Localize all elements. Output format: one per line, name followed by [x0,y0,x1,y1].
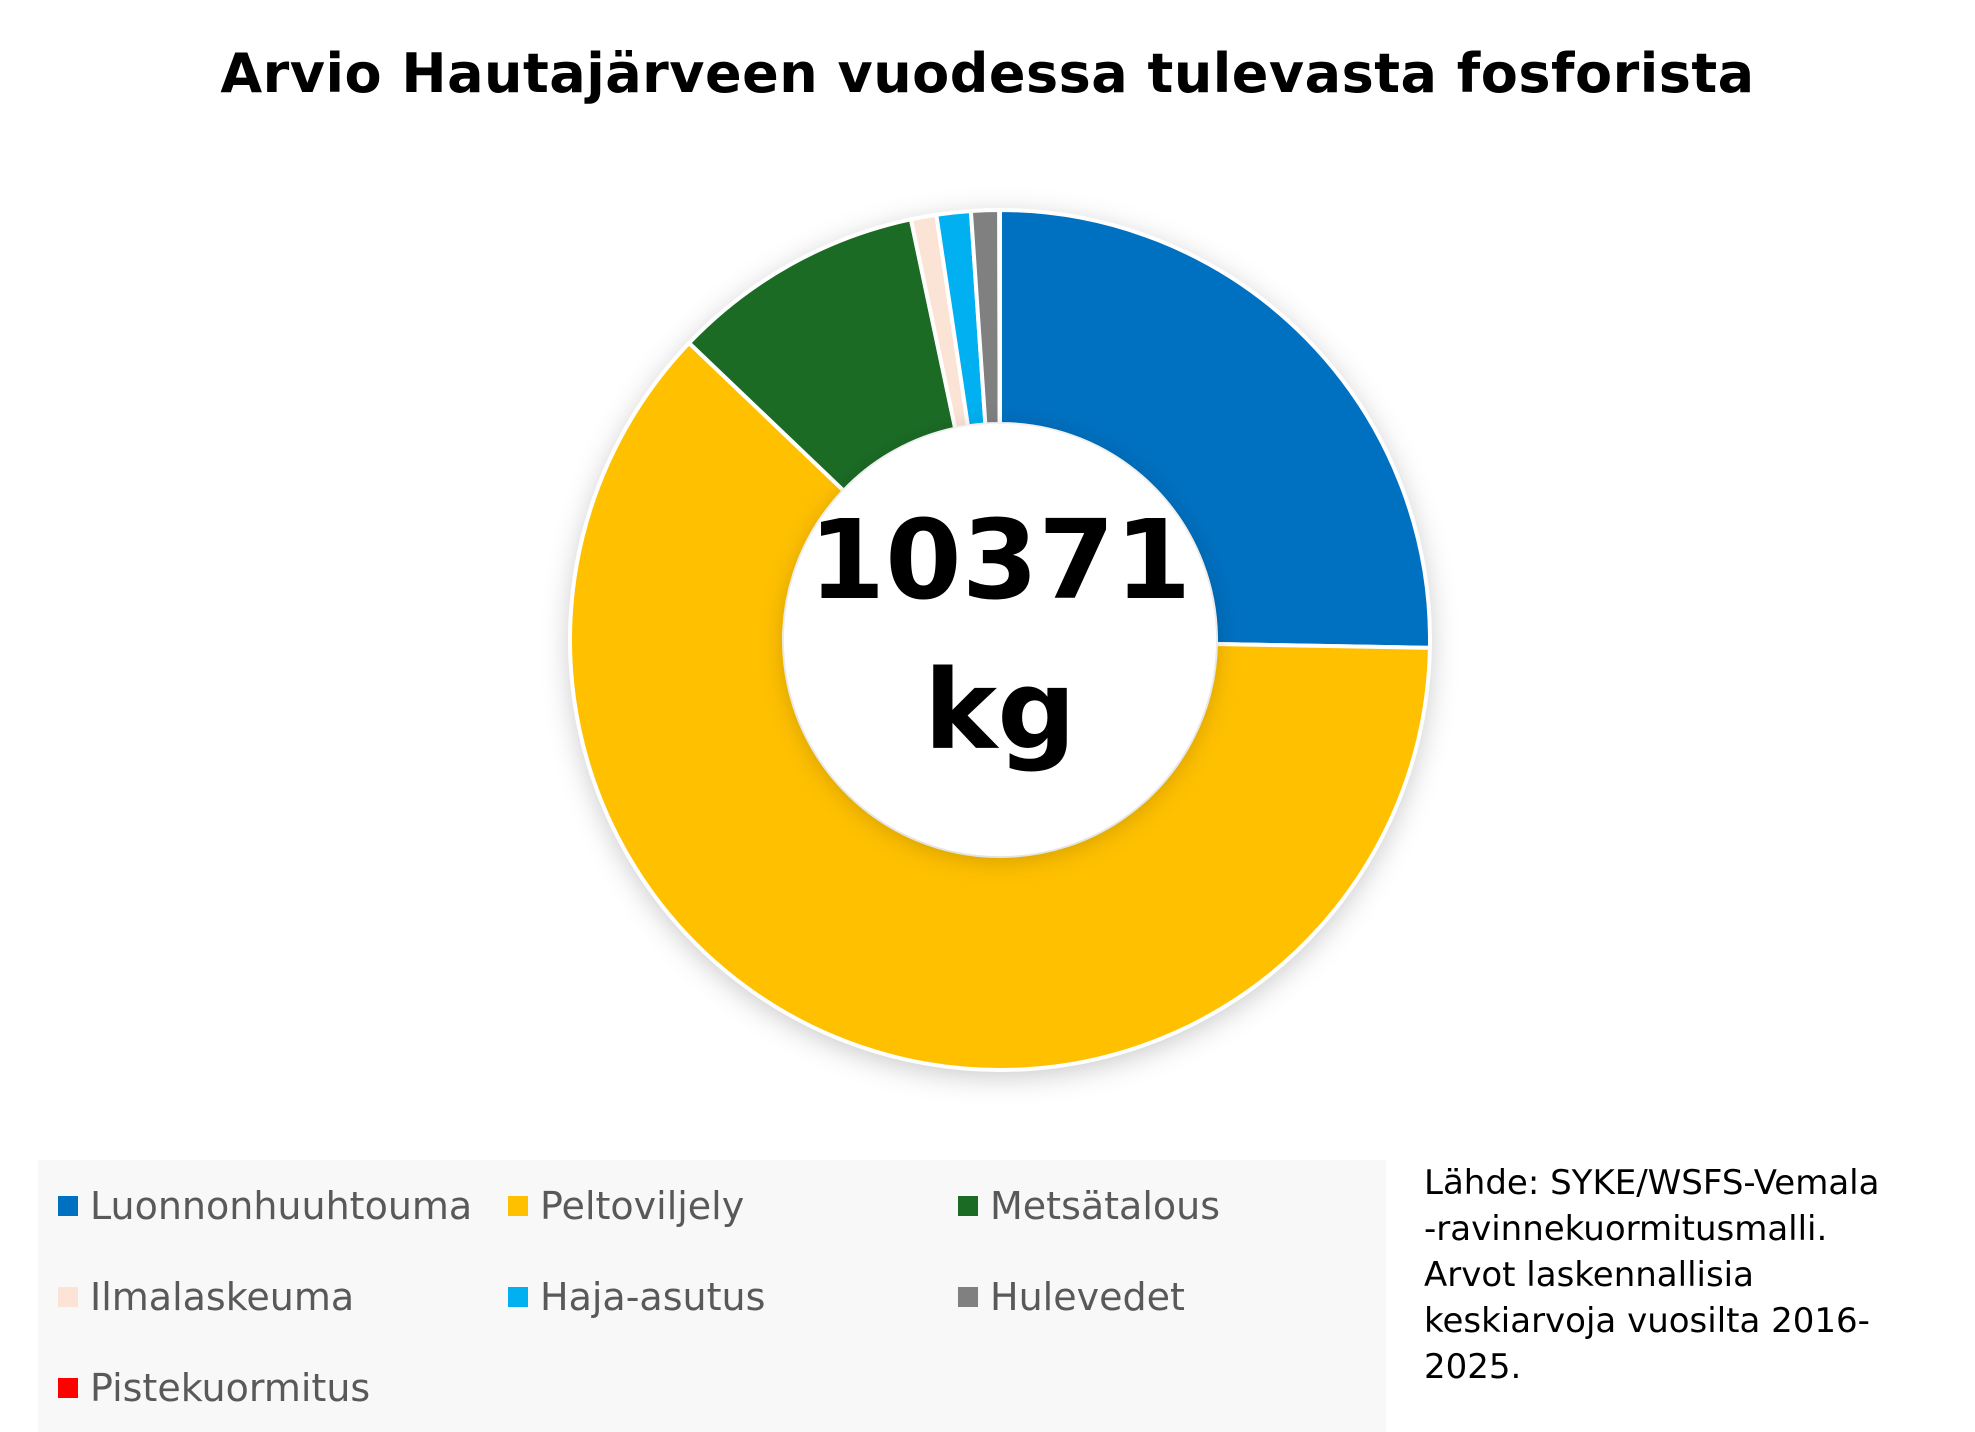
legend-item-peltoviljely: Peltoviljely [508,1180,744,1232]
legend-item-metsatalous: Metsätalous [958,1180,1220,1232]
source-note-line: 2025. [1424,1347,1522,1387]
legend-label-peltoviljely: Peltoviljely [540,1184,745,1228]
legend-item-haja-asutus: Haja-asutus [508,1271,765,1323]
legend-swatch-ilmalaskeuma [58,1287,78,1307]
legend-item-hulevedet: Hulevedet [958,1271,1185,1323]
source-note-line: -ravinnekuormitusmalli. [1424,1209,1828,1249]
legend-item-ilmalaskeuma: Ilmalaskeuma [58,1271,354,1323]
legend-swatch-haja-asutus [508,1287,528,1307]
legend-label-luonnonhuuhtouma: Luonnonhuuhtouma [90,1184,473,1228]
legend-item-pistekuormitus: Pistekuormitus [58,1362,370,1414]
source-note-line: Arvot laskennallisia [1424,1255,1754,1295]
center-total-unit: kg [924,646,1076,774]
legend-label-hulevedet: Hulevedet [990,1275,1185,1319]
donut-slices [568,208,1432,1072]
legend-item-luonnonhuuhtouma: Luonnonhuuhtouma [58,1180,472,1232]
legend-label-ilmalaskeuma: Ilmalaskeuma [90,1275,355,1319]
center-total-value: 10371 [808,496,1192,624]
legend-label-haja-asutus: Haja-asutus [540,1275,766,1319]
legend-swatch-peltoviljely [508,1196,528,1216]
chart-title: Arvio Hautajärveen vuodessa tulevasta fo… [220,42,1755,105]
donut-slice-pistekuormitus [997,208,1002,426]
legend-swatch-metsatalous [958,1196,978,1216]
legend: Luonnonhuuhtouma Peltoviljely Metsätalou… [38,1160,1386,1432]
source-note-line: Lähde: SYKE/WSFS-Vemala [1424,1163,1880,1203]
legend-swatch-pistekuormitus [58,1378,78,1398]
donut-hole [784,424,1216,856]
source-note-line: keskiarvoja vuosilta 2016- [1424,1301,1870,1341]
legend-swatch-hulevedet [958,1287,978,1307]
legend-label-pistekuormitus: Pistekuormitus [90,1366,371,1410]
legend-label-metsatalous: Metsätalous [990,1184,1221,1228]
legend-swatch-luonnonhuuhtouma [58,1196,78,1216]
source-note: Lähde: SYKE/WSFS-Vemala -ravinnekuormitu… [1424,1160,1944,1390]
